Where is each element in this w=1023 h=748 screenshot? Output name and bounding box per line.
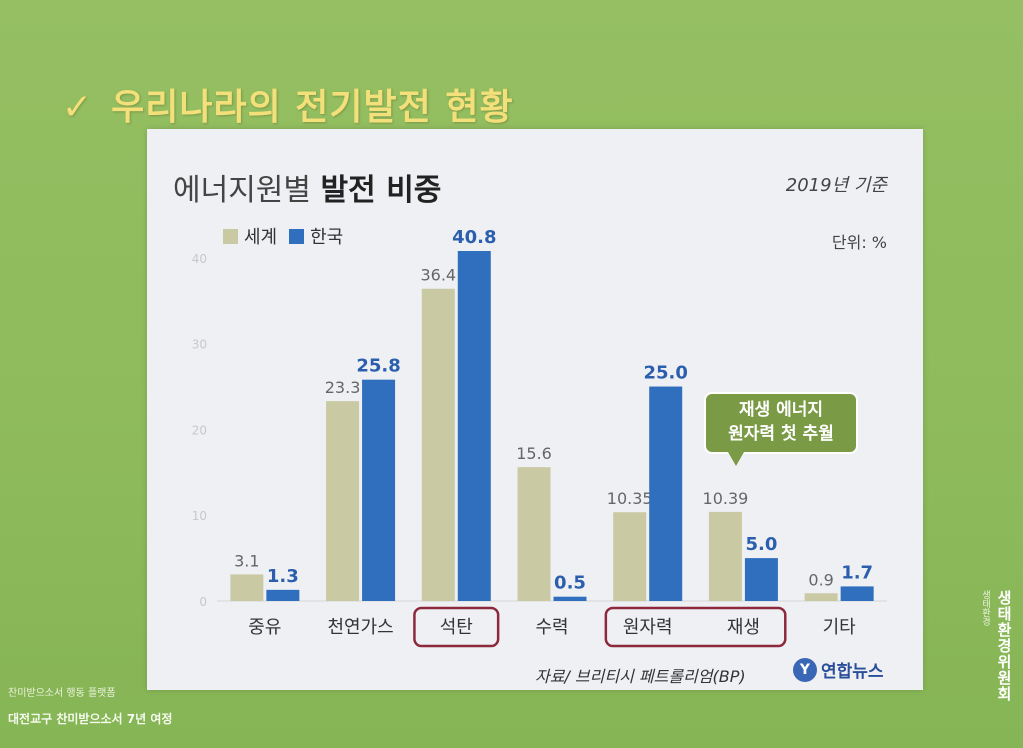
bar-world [613, 512, 647, 601]
bar-korea [840, 586, 874, 601]
bar-korea [266, 589, 300, 601]
legend-item-world: 세계 [223, 223, 277, 249]
footer-line2: 대전교구 찬미받으소서 7년 여정 [8, 712, 173, 726]
yonhap-logo-icon: Y [793, 657, 817, 682]
data-label-world: 10.35 [607, 489, 653, 508]
highlight-box [413, 606, 500, 648]
highlight-box [604, 606, 787, 648]
bar-korea [553, 596, 587, 601]
data-label-korea: 40.8 [452, 227, 496, 248]
callout-line2: 원자력 첫 추월 [728, 424, 834, 444]
bar-korea [362, 379, 396, 601]
bar-korea [457, 251, 491, 601]
chart-card: 에너지원별 발전 비중 2019년 기준 단위: % 세계 한국 0 10 20 30… [147, 129, 923, 690]
bar-world [708, 511, 742, 601]
bar-world [517, 467, 551, 601]
bar-korea [649, 386, 683, 601]
data-label-korea: 5.0 [745, 534, 777, 555]
legend: 세계 한국 [223, 223, 355, 249]
legend-swatch-world [223, 228, 238, 244]
bar-chart: 0 10 20 30 40 3.1 1.3 중유 23.325.8 천연가스 36.4 40.8 석탄 1… [192, 227, 887, 648]
category-label: 석탄 [440, 617, 473, 638]
side-logo: 생태환경 생태환경위원회 [972, 590, 1020, 735]
legend-swatch-korea [289, 228, 305, 244]
callout-bubble: 재생 에너지 원자력 첫 추월 [704, 392, 858, 466]
data-label-world: 0.9 [808, 570, 833, 589]
chart-title-bold: 발전 비중 [320, 173, 442, 208]
category-label: 천연가스 [327, 617, 393, 638]
y-tick-label: 40 [192, 252, 207, 266]
bar-world [230, 574, 264, 601]
y-tick-label: 10 [192, 509, 207, 523]
data-label-world: 23.3 [325, 378, 361, 397]
bar-world [421, 288, 455, 601]
y-tick-label: 0 [199, 595, 207, 609]
callout-line1: 재생 에너지 [738, 400, 824, 420]
footer-line1: 찬미받으소서 행동 플랫폼 [8, 688, 116, 699]
data-label-korea: 0.5 [554, 573, 586, 594]
side-logo-small: 생태환경 [980, 590, 990, 626]
y-tick-label: 30 [192, 338, 207, 352]
category-label: 수력 [535, 617, 568, 638]
bar-korea [744, 558, 778, 601]
legend-item-korea: 한국 [289, 223, 343, 249]
unit-label: 단위: % [831, 233, 887, 252]
check-icon: ✓ [62, 87, 94, 128]
legend-label-korea: 한국 [310, 227, 344, 248]
bar-world [326, 401, 360, 601]
data-label-korea: 1.7 [841, 562, 873, 583]
brand-name: 연합뉴스 [821, 662, 884, 682]
brand: Y 연합뉴스 [793, 657, 884, 682]
bar-world [804, 593, 838, 601]
slide-title: ✓ 우리나라의 전기발전 현황 [62, 78, 514, 130]
y-tick-label: 20 [192, 423, 207, 437]
chart-title: 에너지원별 발전 비중 [173, 165, 441, 209]
slide-title-text: 우리나라의 전기발전 현황 [111, 87, 514, 128]
side-logo-text: 생태환경위원회 [995, 590, 1013, 702]
data-label-world: 3.1 [234, 551, 259, 570]
data-label-korea: 1.3 [267, 566, 299, 587]
category-label: 기타 [823, 617, 857, 638]
data-label-korea: 25.0 [644, 363, 688, 384]
data-label-world: 15.6 [516, 444, 552, 463]
data-label-korea: 25.8 [356, 356, 400, 377]
data-label-world: 10.39 [703, 489, 749, 508]
source-note: 자료/ 브리티시 페트롤리엄(BP) [535, 667, 746, 686]
category-label: 중유 [248, 617, 281, 638]
category-label: 재생 [727, 617, 760, 638]
data-label-world: 36.4 [420, 266, 456, 285]
chart-title-light: 에너지원별 [173, 173, 321, 208]
basis-year: 2019년 기준 [785, 175, 887, 196]
category-label: 원자력 [623, 617, 673, 638]
legend-label-world: 세계 [244, 227, 278, 248]
